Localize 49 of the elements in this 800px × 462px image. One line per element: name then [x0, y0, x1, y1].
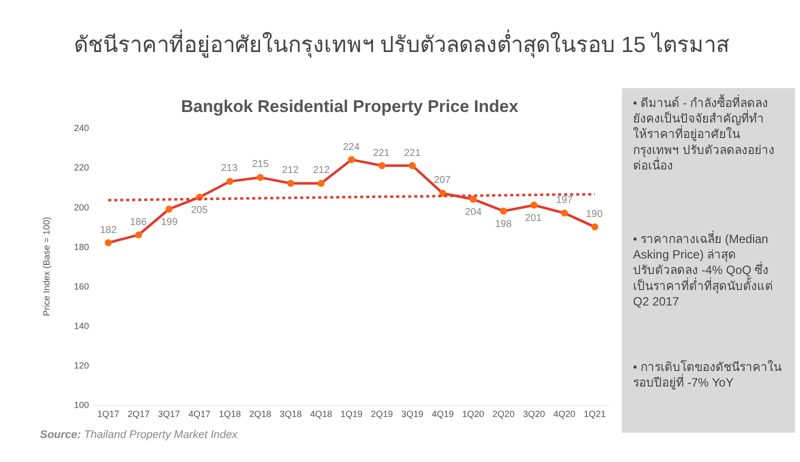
data-label: 201 — [525, 213, 542, 224]
data-label: 221 — [404, 148, 422, 159]
y-tick-label: 120 — [74, 360, 89, 371]
data-label: 221 — [373, 148, 390, 159]
data-label: 197 — [556, 195, 574, 206]
text: • การเติบโตของดัชนีราคาใน รอบปีอยู่ที่ -7% YoY — [633, 360, 782, 391]
x-tick-label: 1Q19 — [340, 408, 363, 419]
data-label: 190 — [586, 209, 604, 220]
data-label: 182 — [100, 225, 118, 236]
data-label: 199 — [161, 217, 178, 228]
x-tick-label: 2Q20 — [492, 408, 515, 419]
y-tick-label: 100 — [74, 400, 89, 410]
data-label: 198 — [495, 219, 512, 230]
x-tick-label: 2Q19 — [370, 408, 393, 419]
x-tick-label: 4Q19 — [432, 408, 454, 419]
data-label: 204 — [465, 207, 482, 218]
x-tick-label: 1Q21 — [584, 408, 606, 419]
x-tick-label: 1Q18 — [218, 408, 241, 419]
chart-subtitle: Bangkok Residential Property Price Index — [181, 97, 519, 116]
x-tick-label: 3Q20 — [522, 408, 545, 419]
data-label: 205 — [191, 205, 208, 216]
data-label: 212 — [313, 165, 330, 176]
y-tick-label: 200 — [74, 202, 89, 212]
data-label: 213 — [221, 163, 238, 174]
data-label: 224 — [343, 142, 360, 153]
y-tick-label: 160 — [74, 281, 89, 292]
x-tick-label: 4Q17 — [188, 408, 210, 419]
x-tick-label: 3Q19 — [401, 408, 424, 419]
x-tick-label: 3Q17 — [158, 408, 180, 419]
data-label: 207 — [434, 175, 452, 186]
y-tick-label: 240 — [74, 123, 89, 134]
y-tick-label: 140 — [74, 321, 89, 332]
x-tick-label: 4Q20 — [553, 408, 576, 419]
x-tick-label: 1Q20 — [462, 408, 484, 419]
x-tick-label: 1Q17 — [97, 408, 120, 419]
data-label: 212 — [282, 165, 300, 176]
y-tick-label: 180 — [74, 242, 89, 252]
x-tick-label: 2Q18 — [249, 408, 272, 419]
data-label: 215 — [252, 159, 270, 170]
y-axis-title: Price Index (Base = 100) — [41, 216, 52, 316]
text: • ดีมานด์ - กำลังซื้อที่ลดลง ยังคงเป็นปัจจัยสำคัญที่ทำ ให้ราคาที่อยู่อาศัยใน กรุงเทพฯ ปรับตัวลดลงอย่าง ต่อเนื่อง — [633, 94, 774, 172]
y-tick-label: 220 — [74, 162, 89, 173]
text: • ราคากลางเฉลี่ย (Median Asking Price) ล่าสุด ปรับตัวลดลง -4% QoQ ซึ่ง เป็นราคาที่ต่ำที่สุดนับตั้งแต่ Q2 2017 — [633, 230, 773, 308]
chart-title: ดัชนีราคาที่อยู่อาศัยในกรุงเทพฯ ปรับตัวลดลงต่ำสุดในรอบ 15 ไตรมาส — [74, 29, 730, 58]
data-label: 186 — [130, 217, 148, 228]
source-note: Source: Thailand Property Market Index — [40, 429, 238, 441]
x-tick-label: 2Q17 — [128, 408, 150, 419]
x-tick-label: 4Q18 — [310, 408, 332, 419]
x-tick-label: 3Q18 — [280, 408, 302, 419]
